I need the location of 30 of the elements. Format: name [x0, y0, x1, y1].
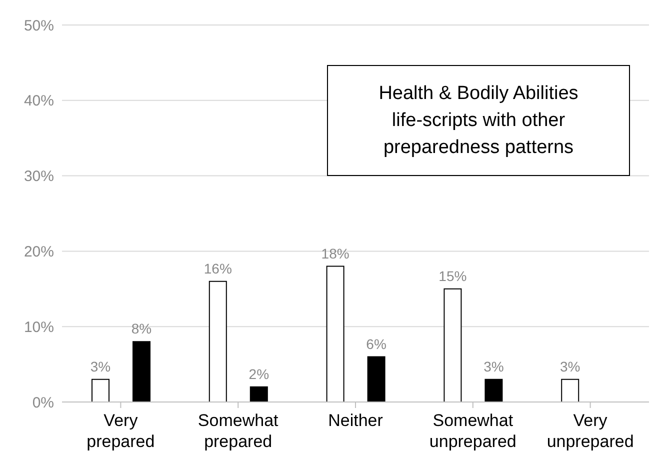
bar [250, 386, 268, 402]
data-label: 16% [204, 260, 232, 276]
x-tick-label: Very prepared [86, 411, 155, 451]
y-tick-label: 50% [24, 17, 54, 34]
x-tick-label: Somewhat unprepared [429, 411, 516, 451]
bar [326, 266, 344, 402]
title-box: Health & Bodily Abilities life-scripts with other preparedness patterns [327, 65, 630, 176]
bar [92, 378, 110, 402]
data-label: 2% [248, 366, 270, 382]
bar [484, 378, 503, 402]
y-tick-label: 0% [32, 394, 54, 412]
y-tick-label: 30% [24, 168, 54, 186]
data-label: 6% [366, 336, 386, 352]
x-tick-label: Very unprepared [546, 411, 634, 451]
bar [367, 356, 386, 402]
data-label: 15% [438, 268, 467, 284]
x-tick-label: Neither [328, 411, 384, 430]
data-label: 8% [131, 320, 152, 337]
data-label: 3% [484, 358, 504, 374]
y-tick-label: 10% [24, 318, 54, 336]
bar [132, 341, 150, 402]
data-label: 3% [560, 358, 580, 374]
y-tick-label: 20% [24, 244, 54, 261]
data-label: 3% [90, 358, 111, 374]
bar [208, 280, 227, 402]
y-tick-label: 40% [24, 92, 54, 110]
bar [561, 378, 580, 402]
x-tick-label: Somewhat prepared [198, 411, 279, 451]
bar [444, 288, 462, 402]
data-label: 18% [321, 245, 350, 262]
